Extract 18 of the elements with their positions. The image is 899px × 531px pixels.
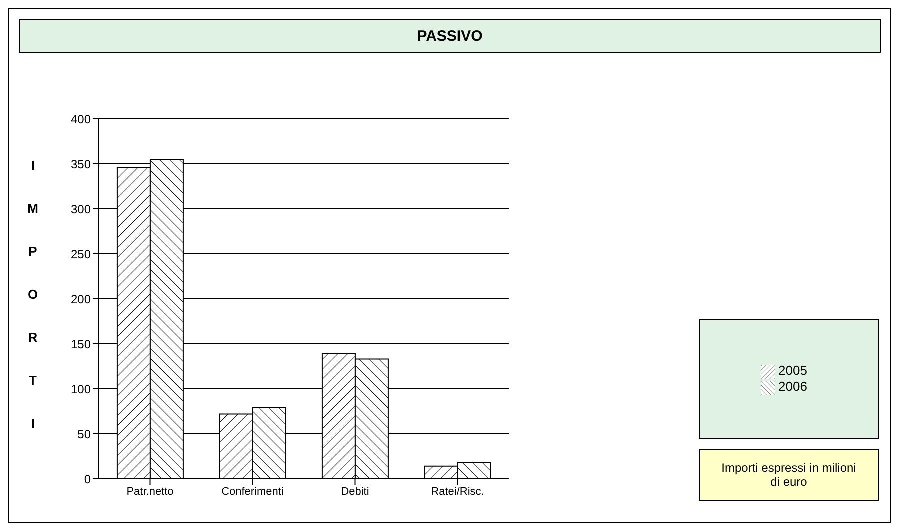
y-tick-label: 200	[70, 292, 92, 306]
legend-label: 2006	[778, 379, 808, 394]
y-tick-label: 300	[70, 202, 92, 216]
legend-label: 2005	[778, 363, 808, 378]
text: IMPORTI	[28, 158, 38, 431]
y-tick-label: 100	[70, 382, 92, 396]
text: Importi espressi in milioni di euro	[699, 449, 879, 501]
y-tick-label: 50	[78, 427, 92, 442]
y-tick-label: 0	[84, 472, 92, 486]
chart-title: PASSIVO	[19, 19, 881, 53]
x-tick-label: Debiti	[341, 486, 370, 498]
y-tick-label: 250	[70, 247, 92, 262]
y-tick-label: 350	[70, 157, 92, 172]
y-tick-label: 400	[70, 112, 92, 126]
x-tick-label: Ratei/Risc.	[431, 486, 484, 498]
y-tick-label: 150	[70, 337, 92, 352]
x-tick-label: Patr.netto	[126, 486, 174, 498]
x-tick-label: Conferimenti	[222, 486, 284, 498]
